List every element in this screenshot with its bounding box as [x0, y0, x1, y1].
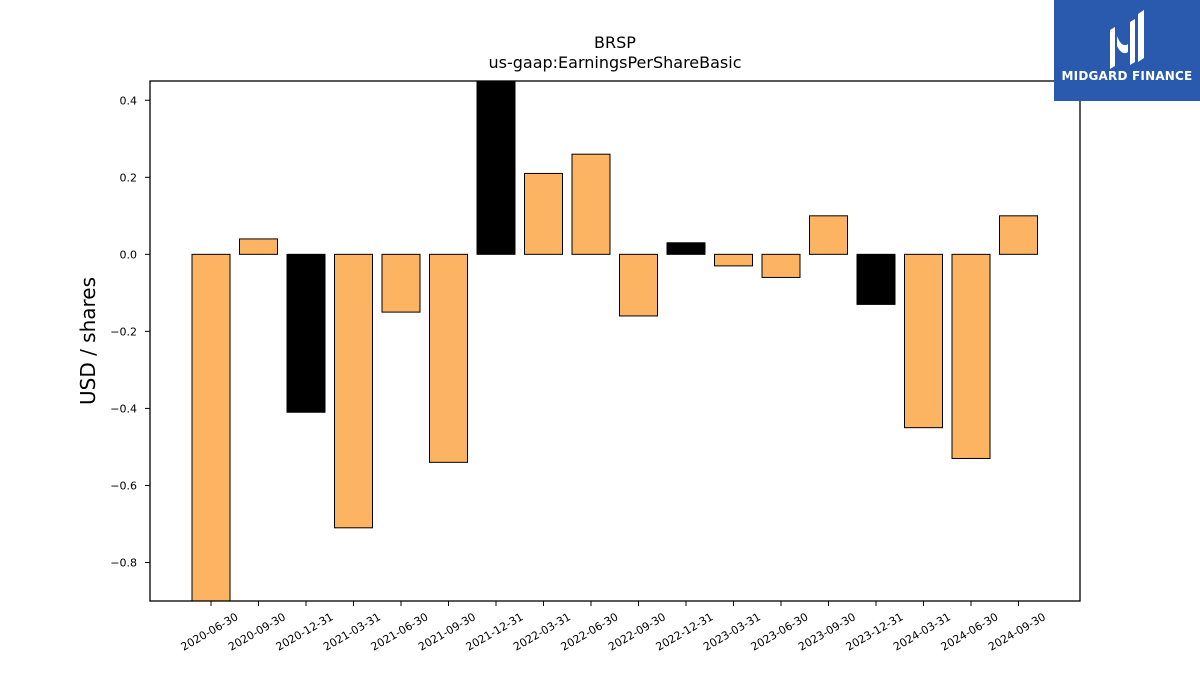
- y-tick-label: 0.2: [120, 171, 138, 184]
- bar-2024-06-30: [951, 253, 991, 459]
- bar-2023-12-31: [856, 253, 896, 305]
- bar-2021-12-31: [476, 80, 516, 255]
- bar-2020-12-31: [286, 253, 326, 413]
- y-tick-label: −0.4: [110, 402, 137, 415]
- bar-2024-09-30: [999, 215, 1038, 255]
- bar-2021-06-30: [381, 253, 421, 313]
- bar-2023-06-30: [761, 253, 801, 278]
- bar-2020-09-30: [239, 238, 278, 255]
- y-axis-label: USD / shares: [76, 277, 100, 405]
- bar-2022-12-31: [666, 242, 706, 255]
- brand-name: MIDGARD FINANCE: [1061, 69, 1193, 83]
- bar-2020-06-30: [191, 253, 231, 602]
- bar-2022-03-31: [524, 172, 563, 255]
- bar-2022-06-30: [571, 153, 611, 255]
- plot-frame: [149, 80, 1081, 602]
- y-tick-label: 0.0: [120, 248, 138, 261]
- bar-2021-03-31: [334, 253, 373, 529]
- bar-2024-03-31: [904, 253, 943, 429]
- bars-layer: [191, 80, 1038, 602]
- y-tick-label: −0.8: [110, 556, 137, 569]
- y-tick-label: −0.2: [110, 325, 137, 338]
- bar-2021-09-30: [429, 253, 468, 463]
- y-tick-label: −0.6: [110, 479, 137, 492]
- chart-title: BRSP: [594, 33, 636, 52]
- brand-logo: MIDGARD FINANCE: [1054, 0, 1200, 101]
- bar-2022-09-30: [619, 253, 658, 317]
- bar-2023-09-30: [809, 215, 848, 255]
- midgard-logo-icon: [1110, 10, 1144, 69]
- chart-subtitle: us-gaap:EarningsPerShareBasic: [488, 53, 741, 72]
- bar-2023-03-31: [714, 253, 753, 267]
- y-tick-label: 0.4: [120, 94, 138, 107]
